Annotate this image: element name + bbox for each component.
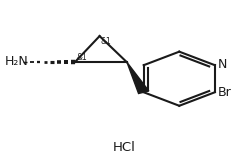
Polygon shape bbox=[127, 62, 149, 93]
Text: H₂N: H₂N bbox=[5, 55, 29, 68]
Text: Br: Br bbox=[218, 86, 232, 99]
Text: N: N bbox=[218, 58, 228, 71]
Text: &1: &1 bbox=[77, 53, 87, 62]
Text: &1: &1 bbox=[101, 37, 112, 46]
Text: HCl: HCl bbox=[113, 141, 136, 154]
